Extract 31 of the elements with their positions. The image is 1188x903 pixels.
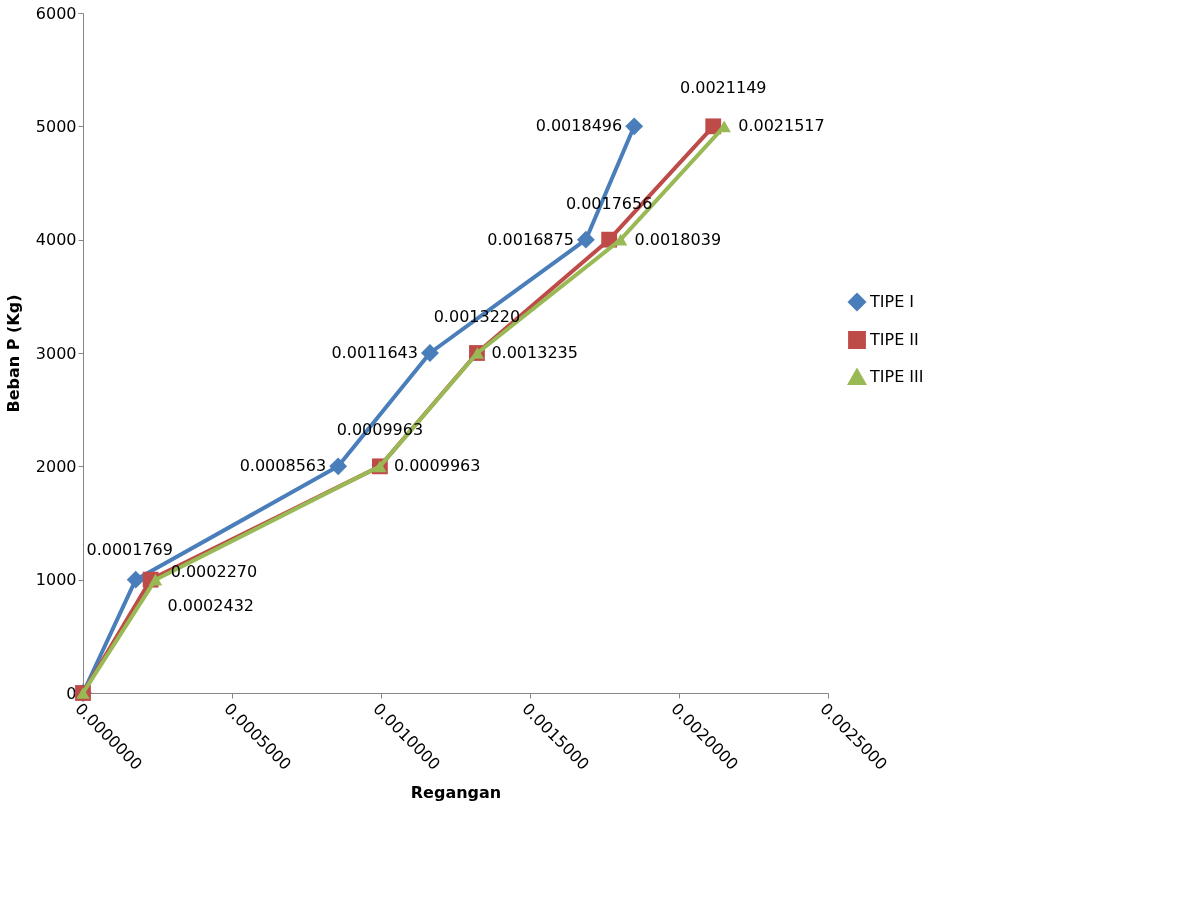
annotation: 0.0011643: [331, 343, 418, 362]
y-tick-label: 6000: [35, 3, 77, 23]
y-tick-label: 4000: [35, 230, 77, 250]
annotation: 0.0021149: [679, 78, 767, 98]
annotation: 0.0016875: [487, 229, 574, 249]
legend-label: TIPE II: [869, 330, 919, 349]
annotation: 0.0018496: [535, 116, 623, 136]
annotation: 0.0018039: [634, 229, 722, 249]
legend-label: TIPE III: [869, 367, 924, 386]
annotation: 0.0002432: [167, 595, 254, 615]
x-axis-title: Regangan: [410, 782, 502, 802]
point: [576, 230, 595, 249]
y-tick-label: 3000: [35, 343, 77, 363]
point: [717, 120, 731, 133]
y-tick-label: 5000: [35, 116, 77, 136]
annotation: 0.0001769: [86, 539, 173, 559]
point: [329, 457, 348, 476]
point: [148, 573, 163, 586]
annotation: 0.0021517: [738, 116, 825, 136]
point: [705, 118, 722, 135]
y-axis-title: Beban P (Kg): [3, 294, 23, 413]
annotation: 0.0009963: [393, 456, 481, 476]
legend-label: TIPE I: [869, 292, 915, 311]
y-tick-label: 1000: [35, 570, 77, 590]
point: [421, 344, 439, 362]
annotation: 0.0008563: [239, 456, 327, 476]
y-tick-label: 2000: [35, 456, 77, 476]
annotation: 0.0013235: [491, 343, 578, 362]
annotation: 0.0002270: [170, 561, 258, 581]
point: [625, 117, 644, 136]
point: [126, 570, 145, 589]
